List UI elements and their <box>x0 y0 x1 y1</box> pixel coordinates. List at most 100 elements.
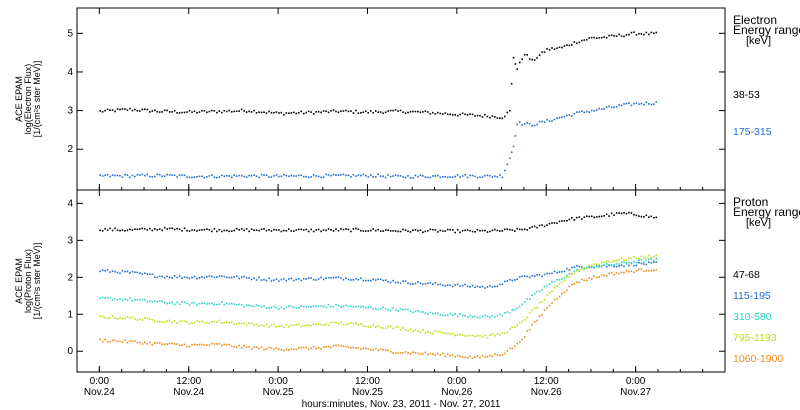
data-point <box>369 326 372 328</box>
data-point <box>526 298 528 300</box>
data-point <box>424 331 427 334</box>
data-point <box>459 355 461 358</box>
data-point <box>608 272 610 275</box>
data-point <box>481 354 484 357</box>
data-point <box>419 282 422 285</box>
data-point <box>543 121 546 123</box>
data-point <box>124 270 126 273</box>
data-point <box>566 267 568 270</box>
data-point <box>461 356 464 358</box>
data-point <box>516 68 519 70</box>
data-point <box>146 173 149 176</box>
data-point <box>369 229 372 232</box>
data-point <box>327 324 330 327</box>
data-point <box>161 300 164 303</box>
data-point <box>250 278 253 281</box>
data-point <box>238 322 240 325</box>
data-point <box>635 214 638 217</box>
data-point <box>536 290 538 293</box>
proton-panel-frame <box>76 189 726 373</box>
data-point <box>501 176 504 179</box>
data-point <box>300 110 303 113</box>
data-point <box>134 175 136 178</box>
data-point <box>191 276 193 279</box>
data-point <box>116 317 119 320</box>
data-point <box>280 348 283 351</box>
data-point <box>345 323 347 326</box>
data-point <box>317 110 320 113</box>
data-point <box>166 343 168 345</box>
data-point <box>270 111 273 114</box>
data-point <box>235 304 238 306</box>
data-point <box>121 108 124 110</box>
data-point <box>305 278 308 280</box>
data-point <box>253 109 255 112</box>
data-point <box>459 313 461 315</box>
data-point <box>196 230 198 232</box>
data-point <box>136 271 139 274</box>
data-point <box>221 322 223 324</box>
data-point <box>451 229 454 231</box>
proton-y-tick-label: 3 <box>67 235 73 246</box>
data-point <box>124 230 126 232</box>
data-point <box>288 278 290 280</box>
data-point <box>576 42 578 45</box>
data-point <box>558 278 561 281</box>
data-point <box>307 348 310 351</box>
data-point <box>469 174 471 177</box>
data-point <box>283 326 285 329</box>
data-point <box>235 323 238 326</box>
data-point <box>397 110 399 112</box>
data-point <box>288 349 290 351</box>
data-point <box>283 173 285 176</box>
data-point <box>645 31 648 34</box>
data-point <box>216 111 218 114</box>
data-point <box>628 257 630 259</box>
data-point <box>394 109 397 111</box>
data-point <box>238 174 240 177</box>
data-point <box>509 109 511 112</box>
data-point <box>265 174 268 177</box>
data-point <box>429 281 432 284</box>
data-point <box>347 305 350 308</box>
data-point <box>317 228 320 231</box>
data-point <box>531 274 533 277</box>
data-point <box>111 109 114 111</box>
data-point <box>476 335 479 337</box>
data-point <box>598 266 600 268</box>
data-point <box>149 341 151 344</box>
data-point <box>221 301 223 303</box>
data-point <box>340 321 342 324</box>
data-point <box>335 276 337 279</box>
data-point <box>173 174 176 177</box>
data-point <box>101 230 104 232</box>
data-point <box>394 325 397 328</box>
data-point <box>630 104 633 107</box>
data-point <box>476 114 479 117</box>
data-point <box>541 314 543 316</box>
data-point <box>126 174 129 176</box>
data-point <box>546 294 548 296</box>
data-point <box>268 307 270 309</box>
data-point <box>312 113 315 115</box>
data-point <box>186 111 188 113</box>
data-point <box>566 289 568 292</box>
data-point <box>201 276 203 278</box>
data-point <box>437 174 439 177</box>
data-point <box>441 230 444 232</box>
data-point <box>111 270 114 272</box>
data-point <box>402 326 404 329</box>
data-point <box>310 277 312 279</box>
data-point <box>270 230 273 232</box>
data-point <box>347 110 350 113</box>
data-point <box>548 283 551 285</box>
data-point <box>553 270 556 273</box>
data-point <box>168 111 171 113</box>
data-point <box>384 279 387 281</box>
data-point <box>223 229 226 232</box>
data-point <box>240 108 243 111</box>
data-point <box>434 281 437 284</box>
data-point <box>188 304 191 307</box>
data-point <box>623 103 625 105</box>
data-point <box>295 278 298 281</box>
